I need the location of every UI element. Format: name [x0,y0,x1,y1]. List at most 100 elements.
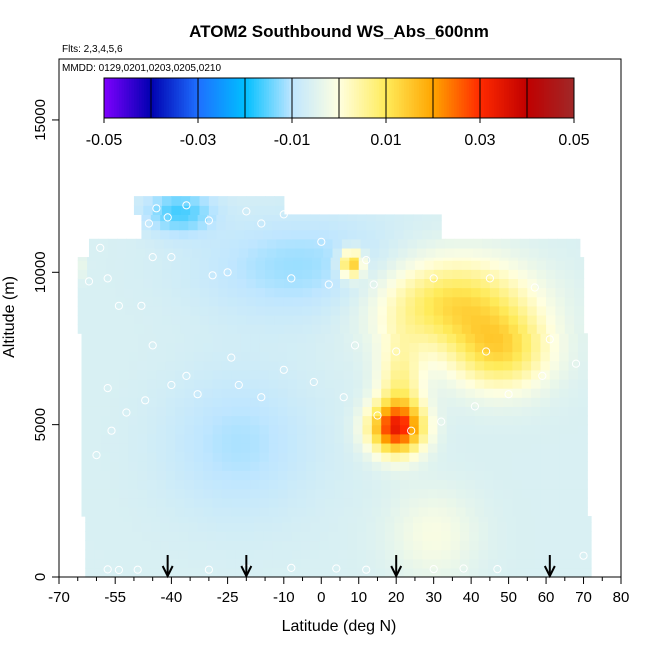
heatmap-cell [366,549,377,560]
heatmap-cell [454,247,465,258]
heatmap-cell [287,452,298,462]
colorbar-segment [464,78,467,118]
heatmap-cell [334,388,345,398]
heatmap-cell [147,360,158,371]
heatmap-cell [255,196,266,206]
heatmap-cell [568,433,579,444]
heatmap-cell [577,406,588,417]
heatmap-cell [381,369,392,380]
heatmap-cell [199,305,210,316]
heatmap-cell [443,260,453,270]
heatmap-cell [360,238,371,249]
heatmap-cell [555,260,566,270]
heatmap-cell [506,516,517,523]
heatmap-cell [137,397,148,407]
heatmap-cell [94,516,105,523]
heatmap-cell [160,214,171,222]
heatmap-cell [105,278,116,289]
heatmap-cell [103,531,114,542]
heatmap-cell [409,415,420,426]
heatmap-cell [399,424,410,435]
heatmap-cell [152,314,163,325]
heatmap-cell [516,558,527,569]
heatmap-cell [562,522,573,532]
heatmap-cell [418,433,429,444]
heatmap-cell [371,488,382,499]
heatmap-cell [203,406,214,417]
heatmap-cell [113,567,124,578]
heatmap-cell [315,415,326,426]
heatmap-cell [87,287,98,298]
heatmap-cell [521,360,532,371]
heatmap-cell [115,260,126,270]
heatmap-cell [502,479,513,490]
heatmap-cell [381,388,392,398]
heatmap-cell [375,540,386,551]
heatmap-cell [562,531,573,542]
heatmap-cell [508,269,519,279]
heatmap-cell [244,214,255,222]
heatmap-cell [77,324,88,334]
heatmap-cell [184,342,195,353]
heatmap-cell [94,531,105,542]
colorbar-segment [329,78,332,118]
heatmap-cell [371,388,382,398]
heatmap-cell [229,247,240,258]
heatmap-cell [105,324,116,334]
heatmap-cell [171,205,182,215]
heatmap-cell [272,540,283,551]
heatmap-cell [162,257,172,261]
heatmap-cell [197,540,208,551]
heatmap-cell [124,287,135,298]
heatmap-cell [141,522,152,532]
heatmap-cell [152,260,163,270]
heatmap-cell [221,506,232,517]
heatmap-cell [315,497,326,508]
heatmap-cell [105,314,116,325]
heatmap-cell [87,314,98,325]
heatmap-cell [105,296,116,307]
heatmap-cell [413,220,424,231]
heatmap-cell [304,247,315,258]
heatmap-cell [517,324,528,334]
heatmap-cell [137,351,148,362]
heatmap-cell [456,333,467,343]
x-tick-label: -70 [48,589,70,606]
heatmap-cell [576,238,581,249]
heatmap-cell [405,287,416,298]
heatmap-cell [263,558,274,569]
heatmap-cell [343,388,354,398]
colorbar-segment [424,78,427,118]
heatmap-cell [512,479,523,490]
heatmap-cell [244,540,255,551]
heatmap-cell [263,549,274,560]
heatmap-cell [431,522,442,532]
heatmap-cell [231,497,242,508]
heatmap-cell [293,287,304,298]
heatmap-cell [259,369,270,380]
colorbar-segment [569,78,572,118]
colorbar-segment [266,78,270,118]
sample-point [545,335,554,344]
heatmap-cell [235,522,246,532]
heatmap-cell [414,269,425,279]
heatmap-cell [390,415,401,426]
heatmap-cell [377,305,388,316]
heatmap-cell [353,378,364,389]
heatmap-cell [128,369,139,380]
colorbar-segment [159,78,162,118]
heatmap-cell [180,324,191,334]
heatmap-cell [330,260,341,270]
heatmap-cell [135,238,146,249]
heatmap-cell [300,516,311,523]
colorbar-segment [199,78,202,118]
sample-point [107,426,116,435]
heatmap-cell [512,388,523,398]
heatmap-cell [480,257,491,261]
heatmap-cell [469,558,480,569]
heatmap-cell [235,214,246,222]
heatmap-cell [459,540,470,551]
heatmap-cell [332,238,343,249]
heatmap-cell [461,305,472,316]
heatmap-cell [465,470,476,481]
